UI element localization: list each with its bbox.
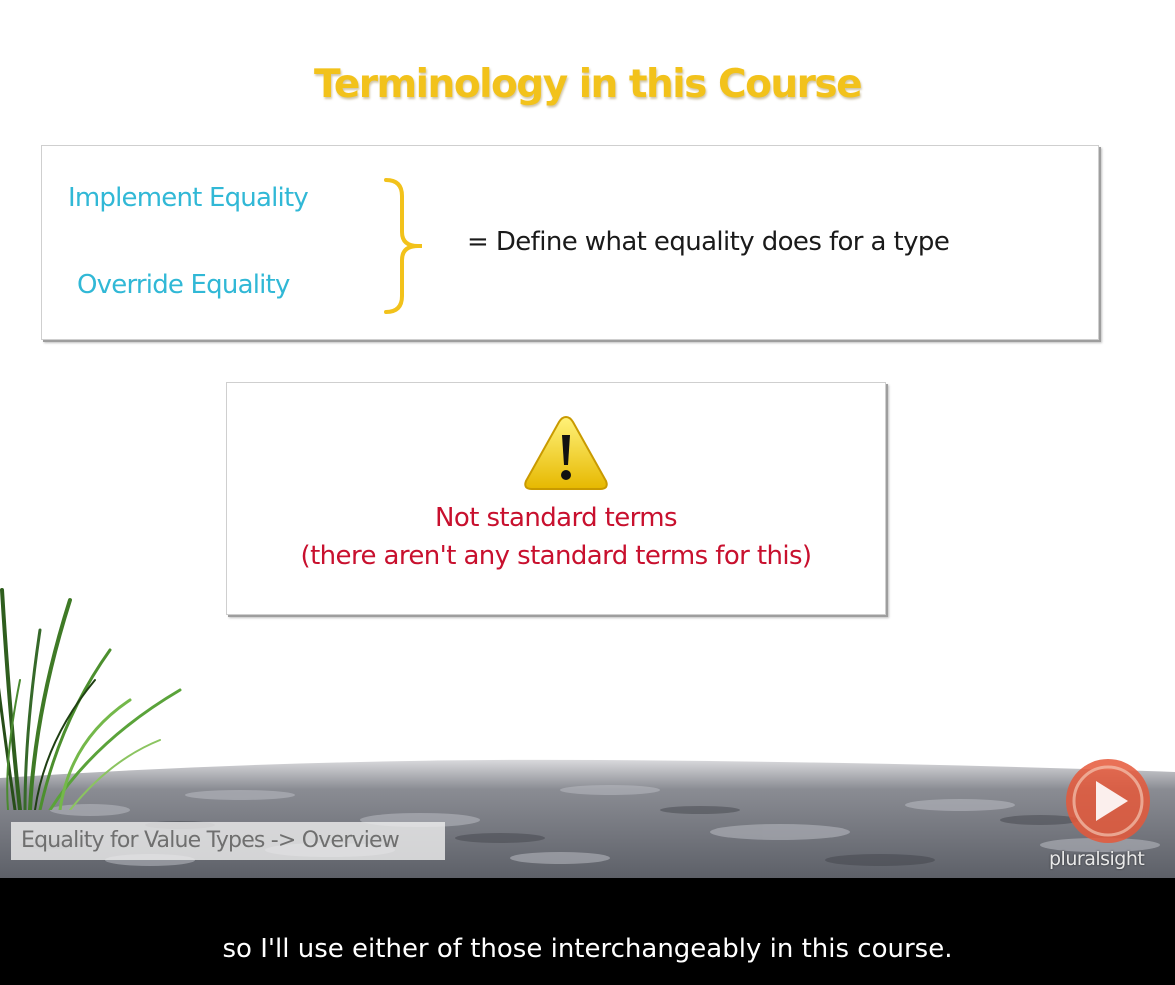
- subtitle-caption: so I'll use either of those interchangea…: [222, 934, 953, 964]
- term-override-equality: Override Equality: [77, 270, 290, 300]
- grass-image: [0, 588, 182, 810]
- pluralsight-logo-icon: [1066, 759, 1150, 843]
- breadcrumb: Equality for Value Types -> Overview: [11, 822, 445, 860]
- curly-brace-icon: [384, 178, 422, 314]
- pluralsight-wordmark: pluralsight: [1049, 848, 1145, 870]
- warning-icon: [524, 415, 608, 490]
- slide: Terminology in this Course Implement Equ…: [0, 62, 1175, 878]
- definition-text: = Define what equality does for a type: [467, 227, 950, 257]
- slide-title: Terminology in this Course: [313, 62, 863, 107]
- note-line-1: Not standard terms: [435, 503, 678, 533]
- caption-bar: so I'll use either of those interchangea…: [0, 878, 1175, 985]
- terminology-box: Implement Equality Override Equality = D…: [41, 145, 1099, 340]
- note-line-2: (there aren't any standard terms for thi…: [300, 541, 813, 571]
- note-box: Not standard terms (there aren't any sta…: [226, 382, 886, 615]
- term-implement-equality: Implement Equality: [68, 183, 309, 213]
